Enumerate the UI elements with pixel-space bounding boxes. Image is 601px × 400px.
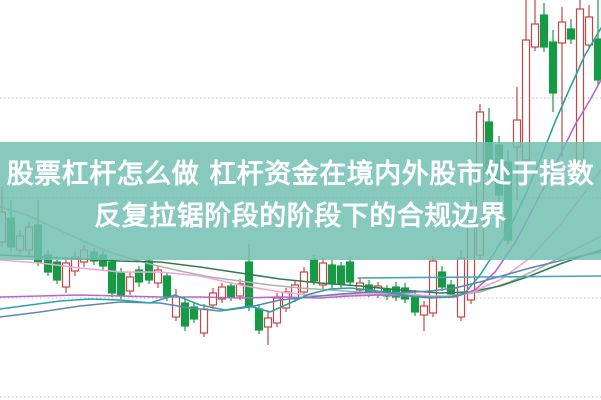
title-line-2: 反复拉锯阶段的阶段下的合规边界 <box>94 201 507 232</box>
title-overlay-band: 股票杠杆怎么做 杠杆资金在境内外股市处于指数 反复拉锯阶段的阶段下的合规边界 <box>0 142 601 260</box>
title-line-1: 股票杠杆怎么做 杠杆资金在境内外股市处于指数 <box>6 159 595 190</box>
